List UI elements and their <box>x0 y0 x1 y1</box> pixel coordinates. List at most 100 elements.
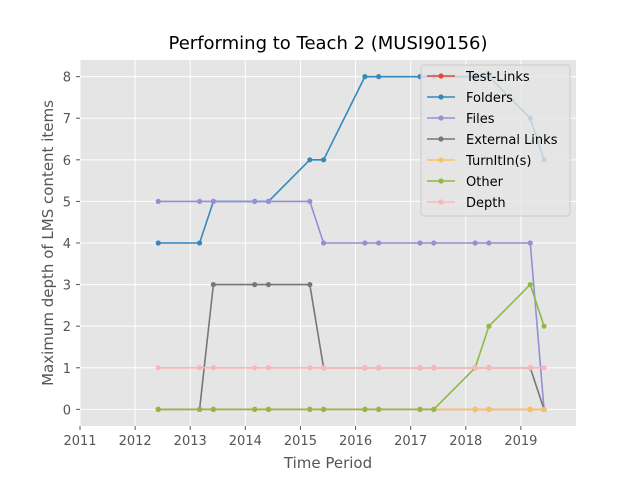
legend-marker <box>438 94 444 100</box>
data-point-files <box>320 240 327 246</box>
data-point-other <box>252 406 258 412</box>
x-tick-label: 2015 <box>284 434 317 449</box>
chart-title: Performing to Teach 2 (MUSI90156) <box>169 33 488 54</box>
data-point-other <box>210 406 216 412</box>
y-tick-label: 1 <box>63 362 71 377</box>
data-point-files <box>472 240 478 246</box>
legend-marker <box>438 199 444 205</box>
data-point-other <box>307 406 313 412</box>
legend-item: Folders <box>427 91 513 106</box>
y-tick-label: 3 <box>63 279 71 294</box>
series-depth <box>155 365 547 371</box>
data-point-files <box>252 198 258 205</box>
data-point-depth <box>486 365 492 371</box>
legend-item: Depth <box>427 196 506 211</box>
data-point-depth <box>431 365 437 371</box>
x-axis-ticks: 2011 2012 2013 2014 2015 2016 2017 2018 2019 <box>63 426 537 449</box>
y-tick-label: 2 <box>63 320 71 335</box>
y-tick-label: 4 <box>63 237 71 252</box>
data-point-other <box>417 406 423 412</box>
legend-item: External Links <box>427 133 558 148</box>
data-point-depth <box>472 365 478 371</box>
legend-label: External Links <box>466 133 558 148</box>
y-tick-label: 0 <box>63 403 71 418</box>
data-point-files <box>527 240 533 246</box>
data-point-other <box>376 406 382 412</box>
data-point-depth <box>376 365 382 371</box>
data-point-other <box>541 323 547 329</box>
legend-label: Folders <box>466 91 513 106</box>
data-point-files <box>417 240 423 246</box>
data-point-depth <box>527 365 533 371</box>
data-point-other <box>320 406 327 412</box>
y-axis-ticks: 0 1 2 3 4 5 6 7 8 <box>63 71 80 418</box>
x-tick-label: 2011 <box>63 434 96 449</box>
legend-label: Files <box>466 112 495 127</box>
data-point-files <box>362 240 368 246</box>
data-point-turnitin-s <box>486 406 492 412</box>
data-point-depth <box>265 365 272 371</box>
legend-item: TurnItIn(s) <box>427 154 531 169</box>
data-point-turnitin-s <box>541 406 547 412</box>
y-axis-title: Maximum depth of LMS content items <box>39 100 57 386</box>
series-other <box>155 281 547 412</box>
data-point-folders <box>196 240 203 246</box>
legend-marker <box>438 157 444 163</box>
data-point-other <box>486 323 492 329</box>
x-tick-label: 2018 <box>449 434 482 449</box>
data-point-files <box>376 240 382 246</box>
legend-label: TurnItIn(s) <box>465 154 531 169</box>
legend-item: Other <box>427 175 504 190</box>
legend-item: Test-Links <box>427 70 530 85</box>
legend-item: Files <box>427 112 495 127</box>
data-point-depth <box>210 365 216 371</box>
y-tick-label: 7 <box>63 112 71 127</box>
data-point-files <box>265 198 272 205</box>
x-tick-label: 2019 <box>504 434 537 449</box>
data-point-files <box>307 198 313 205</box>
data-point-files <box>196 198 203 205</box>
data-point-other <box>265 406 272 412</box>
data-point-folders <box>362 74 368 80</box>
legend-label: Test-Links <box>465 70 530 85</box>
y-tick-label: 8 <box>63 71 71 86</box>
x-axis-title: Time Period <box>283 454 372 472</box>
data-point-depth <box>417 365 423 371</box>
legend-label: Other <box>466 175 504 190</box>
y-tick-label: 6 <box>63 154 71 169</box>
data-point-other <box>431 406 437 412</box>
data-point-folders <box>307 157 313 163</box>
data-point-external-links <box>210 281 216 288</box>
x-tick-label: 2017 <box>394 434 427 449</box>
data-point-files <box>431 240 437 246</box>
data-point-files <box>155 198 161 205</box>
data-point-folders <box>155 240 161 246</box>
data-point-other <box>362 406 368 412</box>
x-tick-label: 2014 <box>229 434 262 449</box>
legend: Test-Links Folders Files External Links Turn… <box>420 64 571 217</box>
legend-box <box>420 64 571 217</box>
data-point-depth <box>252 365 258 371</box>
data-point-other <box>527 281 533 288</box>
data-point-turnitin-s <box>527 406 533 412</box>
legend-marker <box>438 178 444 184</box>
data-point-depth <box>155 365 161 371</box>
data-point-depth <box>541 365 547 371</box>
data-point-other <box>196 406 203 412</box>
data-point-depth <box>196 365 203 371</box>
data-point-files <box>486 240 492 246</box>
legend-marker <box>438 136 444 142</box>
x-tick-label: 2016 <box>339 434 372 449</box>
legend-marker <box>438 115 444 121</box>
data-point-turnitin-s <box>472 406 478 412</box>
data-point-depth <box>320 365 327 371</box>
x-tick-label: 2013 <box>174 434 207 449</box>
data-point-files <box>210 198 216 205</box>
series-lines <box>155 74 547 412</box>
data-point-external-links <box>265 281 272 288</box>
legend-label: Depth <box>466 196 506 211</box>
data-point-depth <box>362 365 368 371</box>
x-tick-label: 2012 <box>119 434 152 449</box>
